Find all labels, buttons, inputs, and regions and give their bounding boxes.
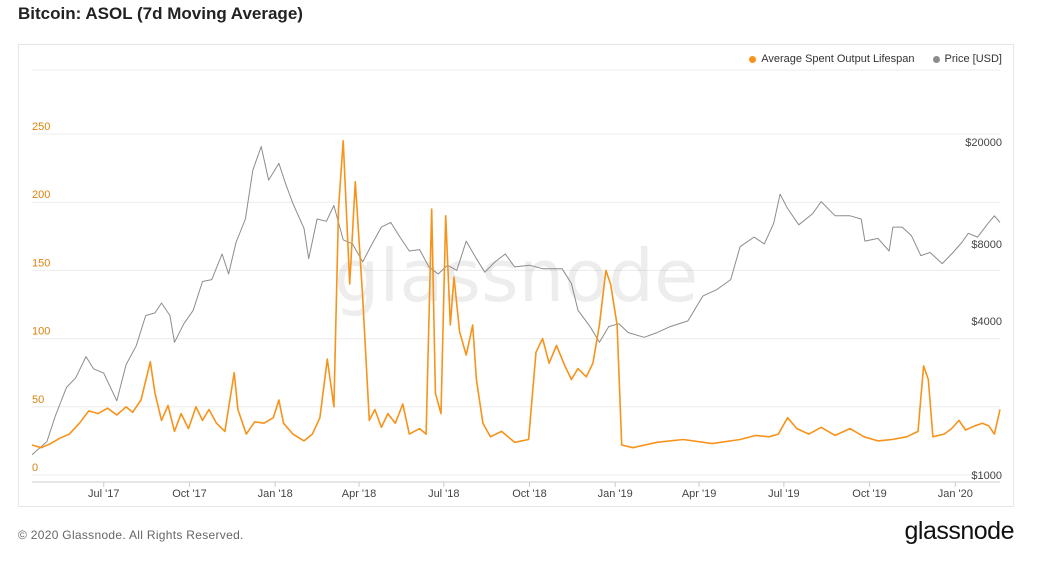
glassnode-logo[interactable]: glassnode [904, 517, 1015, 545]
y-left-tick-label: 150 [32, 257, 50, 269]
x-tick-label: Oct '19 [852, 488, 887, 500]
legend-dot-price [932, 55, 940, 63]
legend-label-asol: Average Spent Output Lifespan [761, 53, 915, 65]
x-tick-label: Apr '18 [342, 488, 377, 500]
x-tick-label: Jul '18 [428, 488, 459, 500]
x-tick-label: Jan '19 [598, 488, 633, 500]
x-tick-label: Jan '18 [258, 488, 293, 500]
y-right-tick-label: $8000 [971, 239, 1002, 251]
grid-lines [32, 69, 1000, 476]
series [31, 140, 1001, 456]
price-line [31, 146, 1001, 456]
asol-line [31, 140, 1001, 449]
y-left-tick-label: 100 [32, 326, 50, 338]
y-left-tick-label: 0 [32, 462, 38, 474]
axes: 0 50 100 150 200 250 $1000 $4000 $8000 $20000 Jul … [32, 121, 1002, 500]
chart-title: Bitcoin: ASOL (7d Moving Average) [18, 4, 303, 23]
y-right-tick-label: $20000 [965, 137, 1002, 149]
y-left-tick-label: 200 [32, 189, 50, 201]
x-tick-label: Jul '19 [768, 488, 799, 500]
y-right-tick-label: $1000 [971, 470, 1002, 482]
chart-panel [18, 44, 1014, 507]
watermark: glassnode [334, 234, 699, 318]
x-tick-label: Jan '20 [938, 488, 973, 500]
y-left-tick-label: 50 [32, 394, 44, 406]
y-left-tick-label: 250 [32, 121, 50, 133]
legend: Average Spent Output Lifespan Price [USD… [749, 53, 1002, 65]
copyright-text: © 2020 Glassnode. All Rights Reserved. [18, 528, 244, 542]
legend-item-price[interactable]: Price [USD] [932, 53, 1002, 65]
x-tick-label: Oct '18 [512, 488, 547, 500]
legend-dot-asol [749, 55, 757, 63]
y-right-tick-label: $4000 [971, 316, 1002, 328]
legend-item-asol[interactable]: Average Spent Output Lifespan [749, 53, 915, 65]
legend-label-price: Price [USD] [944, 53, 1002, 65]
x-tick-label: Apr '19 [682, 488, 717, 500]
x-tick-label: Jul '17 [88, 488, 119, 500]
x-tick-label: Oct '17 [172, 488, 207, 500]
